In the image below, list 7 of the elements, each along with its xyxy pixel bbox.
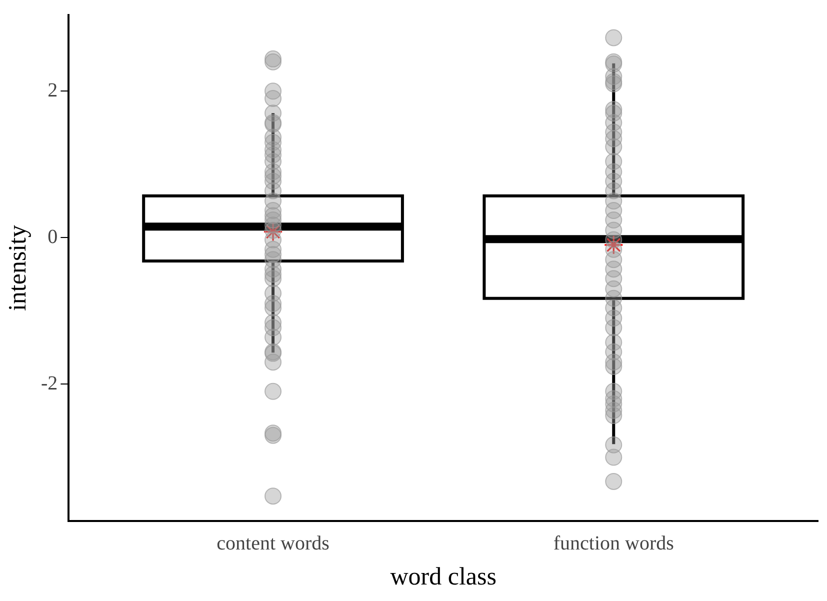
x-tick-label: content words <box>216 532 330 554</box>
y-tick-label: 0 <box>48 226 58 248</box>
y-axis-title: intensity <box>4 224 32 312</box>
y-tick-label: 2 <box>48 79 58 102</box>
x-axis-title: word class <box>390 564 496 591</box>
x-tick-label: function words <box>553 532 674 554</box>
y-tick-label: -2 <box>40 372 58 394</box>
